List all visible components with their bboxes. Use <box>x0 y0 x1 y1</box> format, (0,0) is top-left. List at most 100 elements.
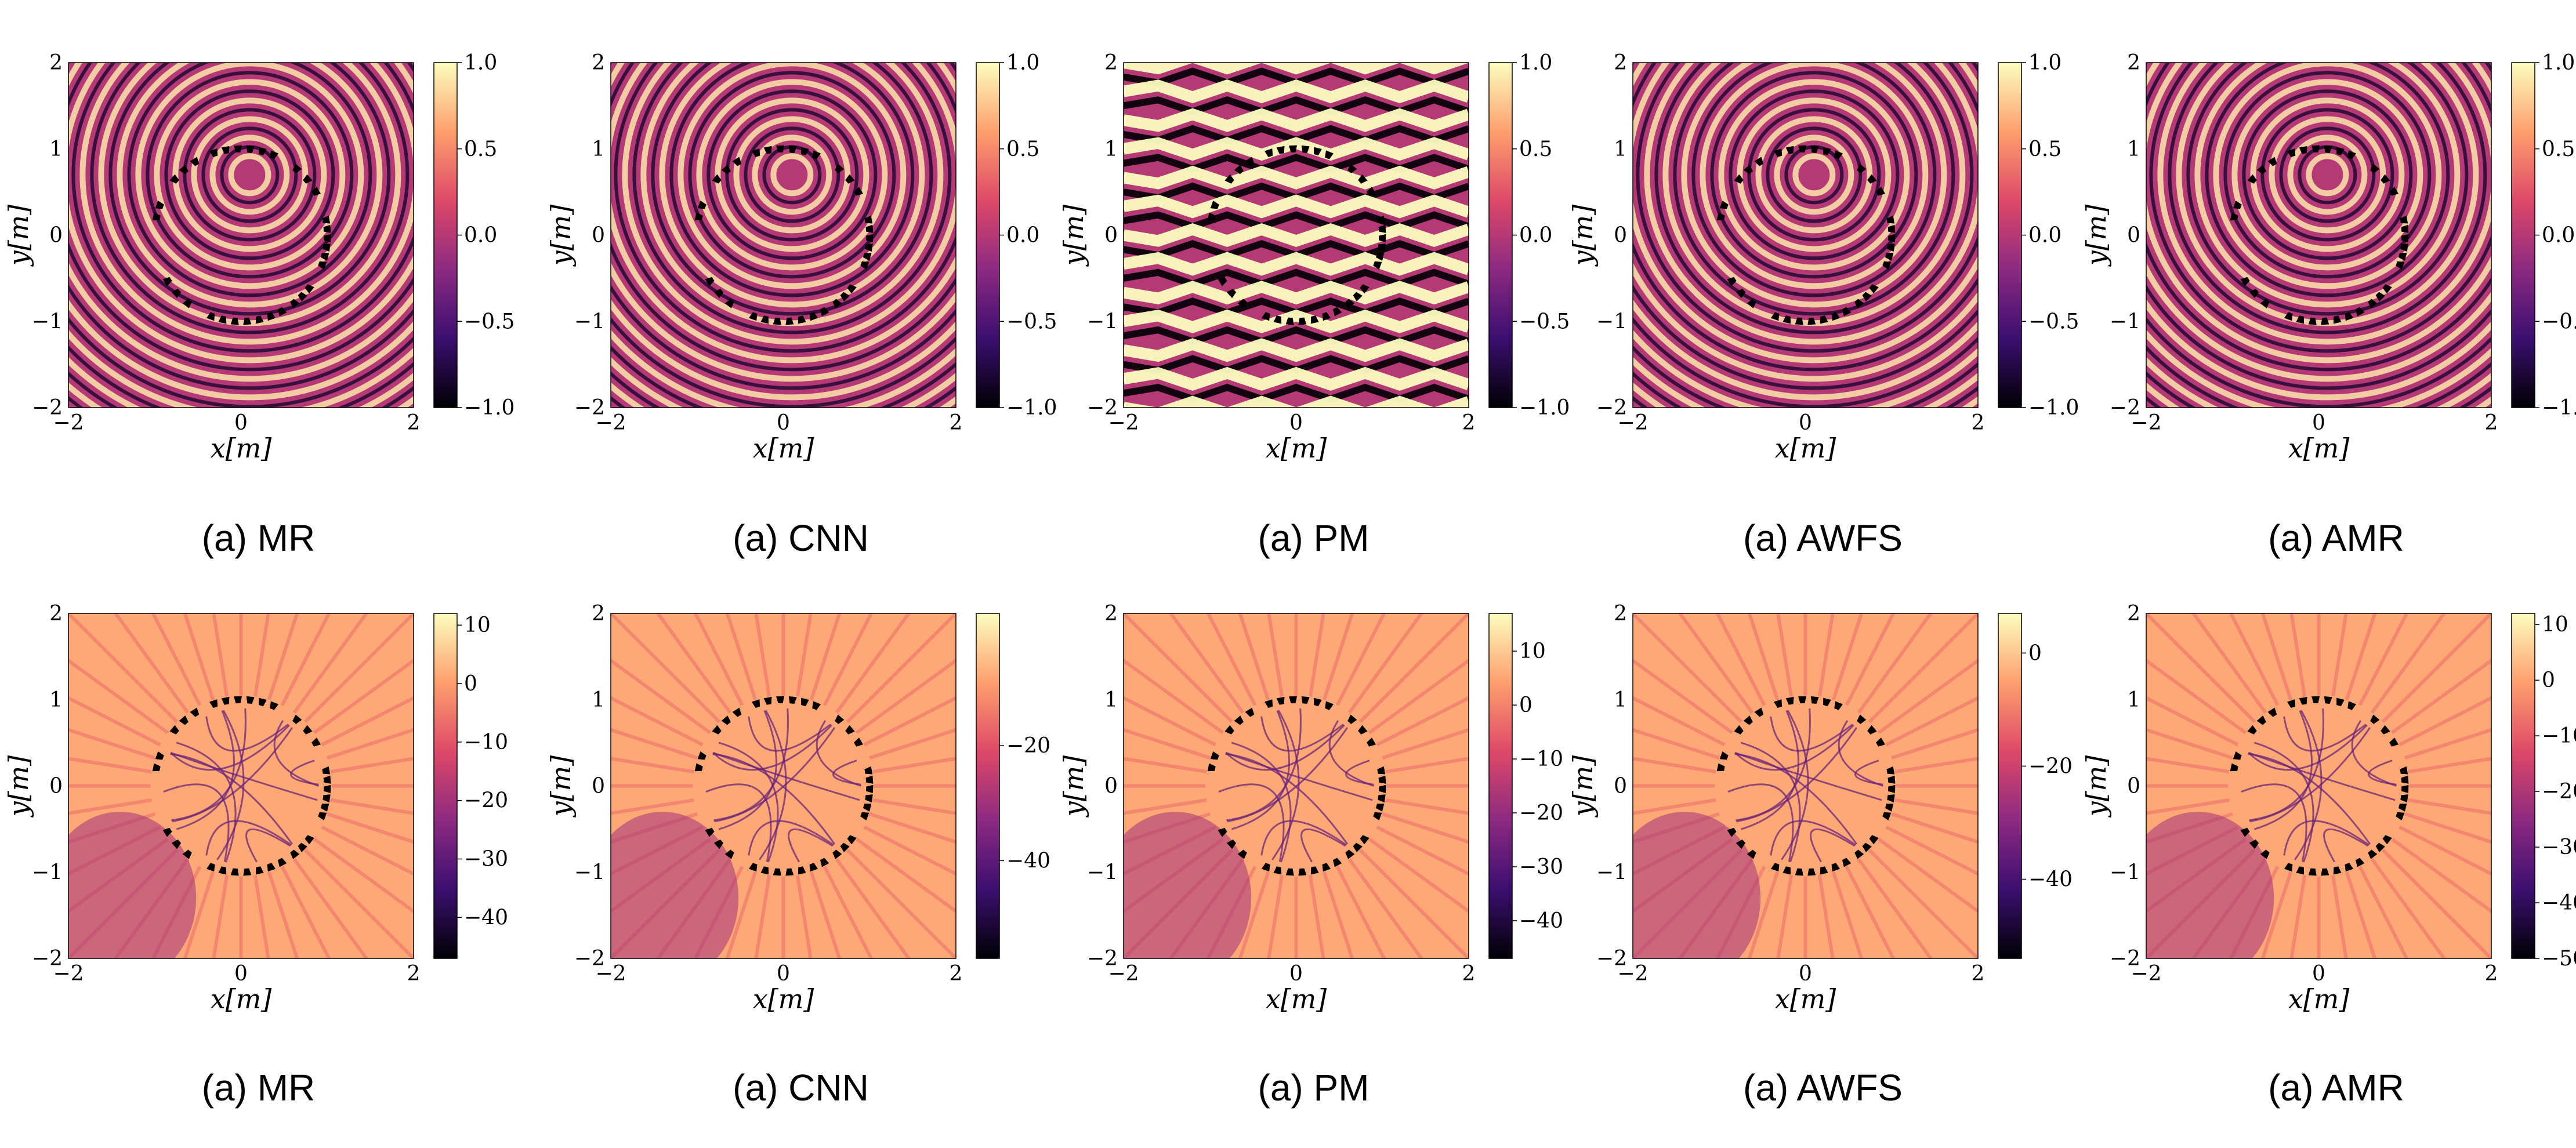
colorbar-tick-label: 0.0 <box>1006 224 1039 248</box>
speaker-marker <box>2381 725 2390 735</box>
colorbar-tick-label: −1.0 <box>1519 396 1570 420</box>
speaker-marker <box>1867 174 1877 184</box>
colorbar-tick-label: 0.5 <box>464 137 497 161</box>
x-tick-label: 0 <box>1289 411 1303 435</box>
speaker-marker <box>1743 715 1753 725</box>
speaker-marker <box>712 174 722 184</box>
speaker-marker <box>162 827 172 837</box>
speaker-marker <box>860 812 869 821</box>
speaker-marker <box>1226 289 1237 299</box>
speaker-marker <box>259 147 267 155</box>
speaker-marker <box>277 858 287 867</box>
y-tick-label: −1 <box>32 860 63 884</box>
x-tick-label: −2 <box>53 411 84 435</box>
speaker-marker <box>1360 835 1369 845</box>
colorbar-tick-label: −30 <box>2542 835 2576 859</box>
speaker-marker <box>1887 794 1895 802</box>
colorbar <box>976 62 1000 408</box>
speaker-marker <box>788 145 797 153</box>
speaker-marker <box>864 766 873 775</box>
speaker-marker <box>713 840 724 849</box>
x-tick-label: 0 <box>1799 962 1812 986</box>
speaker-marker <box>1807 317 1816 325</box>
speaker-marker <box>1237 849 1247 859</box>
y-axis-label: y[m] <box>3 755 34 818</box>
speaker-marker <box>1378 775 1386 784</box>
colorbar-tick-label: 0.5 <box>2542 137 2575 161</box>
panel-awfs-field: −2 0 2 2 1 0 −1 −2 x[m] y[m] 1.0 0.5 0.0 −0.5 −1.0 (a) … <box>1567 51 2079 559</box>
colorbar-tick-label: 1.0 <box>1006 51 1039 75</box>
speaker-marker <box>773 868 781 876</box>
speaker-marker <box>863 804 872 812</box>
speaker-marker <box>832 299 842 308</box>
x-tick-label: 2 <box>1462 411 1476 435</box>
speaker-marker <box>1862 292 1872 301</box>
x-tick-label: 0 <box>777 962 790 986</box>
x-tick-label: 2 <box>2485 962 2498 986</box>
speaker-marker <box>246 696 255 704</box>
speaker-marker <box>1810 696 1819 704</box>
x-tick-label: 2 <box>950 962 963 986</box>
speaker-marker <box>1265 148 1273 157</box>
x-tick-label: 2 <box>950 411 963 435</box>
speaker-marker <box>724 299 734 308</box>
speaker-marker <box>2400 766 2408 775</box>
speaker-marker <box>318 812 327 821</box>
y-tick-label: 2 <box>2127 51 2140 75</box>
speaker-marker <box>835 164 845 173</box>
speaker-marker <box>290 849 300 859</box>
speaker-marker <box>2336 147 2345 155</box>
y-axis-label: y[m] <box>1058 205 1089 267</box>
speaker-marker <box>1774 699 1782 708</box>
speaker-marker <box>712 725 722 735</box>
heatmap-awfs-error <box>1633 613 1978 958</box>
speaker-marker <box>2230 763 2238 772</box>
speaker-marker <box>1310 866 1319 875</box>
axes-frame <box>68 613 414 959</box>
colorbar <box>433 62 458 408</box>
x-tick-label: 0 <box>777 411 790 435</box>
speaker-marker <box>218 866 227 875</box>
y-tick-label: 0 <box>49 224 63 248</box>
colorbar-tick-label: −0.5 <box>1519 310 1570 333</box>
y-tick-label: 0 <box>2127 224 2140 248</box>
speaker-array <box>152 145 331 325</box>
x-tick-label: 0 <box>2312 411 2325 435</box>
speaker-marker <box>2299 696 2307 705</box>
speaker-marker <box>2256 715 2266 725</box>
speaker-marker <box>1261 312 1270 321</box>
speaker-marker <box>2247 725 2257 735</box>
speaker-marker <box>267 863 276 872</box>
colorbar-tick-label: 10 <box>464 613 491 637</box>
y-axis-label: y[m] <box>1567 755 1599 818</box>
y-tick-label: −2 <box>32 396 63 420</box>
speaker-marker <box>865 224 874 233</box>
speaker-marker <box>152 763 161 772</box>
speaker-marker <box>1210 200 1219 209</box>
speaker-marker <box>1379 784 1386 793</box>
y-axis-label: y[m] <box>1567 205 1599 267</box>
heatmap-pm-field <box>1124 63 1469 408</box>
heatmap-cnn-field <box>611 63 956 408</box>
speaker-marker <box>2296 866 2305 875</box>
x-axis-label: x[m] <box>1266 433 1327 464</box>
speaker-marker <box>2324 696 2332 704</box>
speaker-marker <box>1716 212 1725 221</box>
y-tick-label: −1 <box>1087 860 1118 884</box>
y-tick-label: 1 <box>592 688 605 712</box>
speaker-marker <box>1820 315 1828 324</box>
speaker-marker <box>2399 253 2407 261</box>
x-tick-label: 0 <box>1289 962 1303 986</box>
speaker-marker <box>1234 715 1244 725</box>
speaker-marker <box>847 835 857 845</box>
speaker-marker <box>221 696 230 705</box>
y-tick-label: 1 <box>592 137 605 161</box>
y-axis-label: y[m] <box>2081 205 2112 267</box>
speaker-marker <box>2321 868 2329 876</box>
speaker-array <box>694 145 874 325</box>
speaker-marker <box>697 751 707 760</box>
speaker-marker <box>1834 701 1843 710</box>
x-tick-label: −2 <box>595 962 626 986</box>
speaker-marker <box>311 187 321 196</box>
speaker-marker <box>847 284 857 294</box>
